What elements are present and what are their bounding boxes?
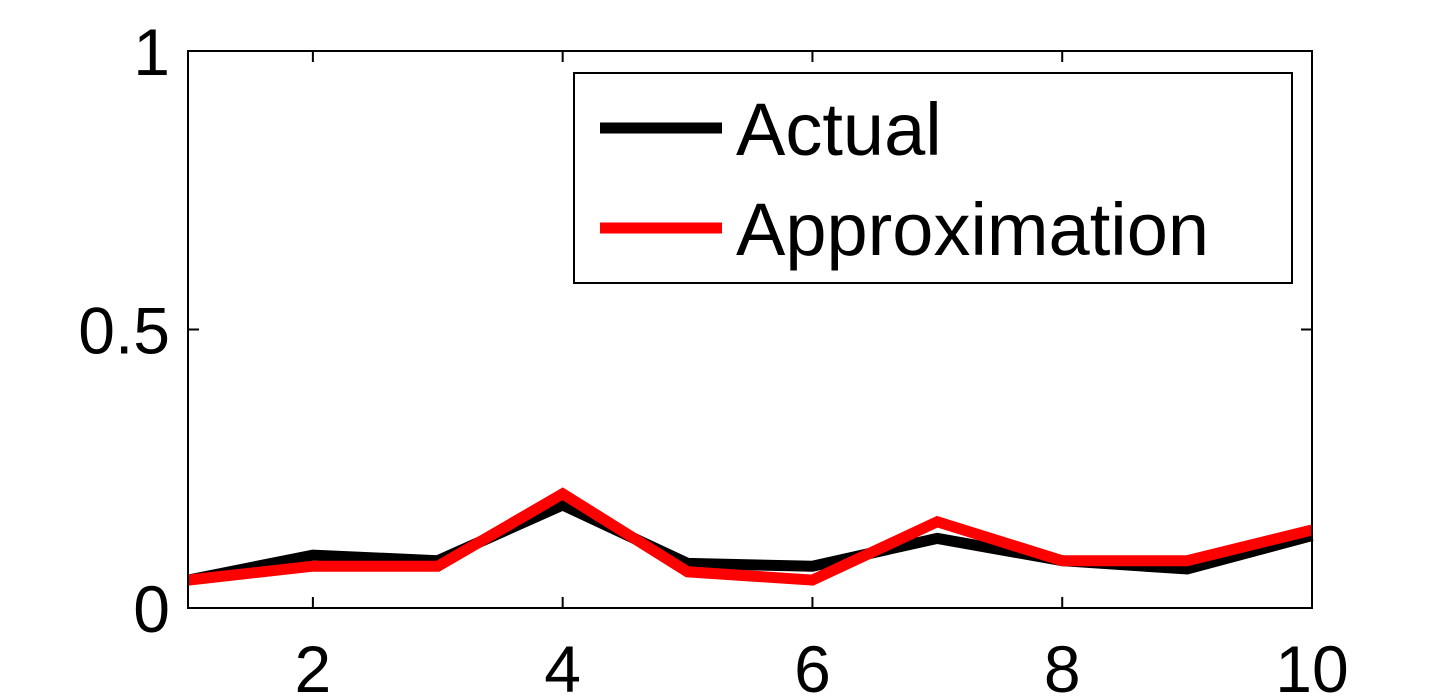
y-tick-label: 1 (133, 15, 170, 89)
y-tick-label: 0.5 (78, 294, 170, 368)
legend-box (573, 72, 1293, 284)
y-tick-label: 0 (133, 572, 170, 646)
x-tick-label: 8 (1044, 632, 1081, 697)
plot-lines (186, 487, 1314, 586)
x-tick-label: 2 (295, 632, 332, 697)
legend: Actual Approximation (573, 72, 1293, 284)
x-tick-label: 10 (1275, 632, 1348, 697)
x-tick-label: 6 (794, 632, 831, 697)
tick-labels: 2 4 6 8 10 0 0.5 1 (78, 15, 1348, 697)
axis-ticks (188, 50, 1313, 609)
series-line-approximation (187, 487, 1314, 586)
legend-label-actual: Actual (736, 88, 942, 171)
legend-label-approximation: Approximation (736, 188, 1209, 271)
x-tick-label: 4 (544, 632, 581, 697)
